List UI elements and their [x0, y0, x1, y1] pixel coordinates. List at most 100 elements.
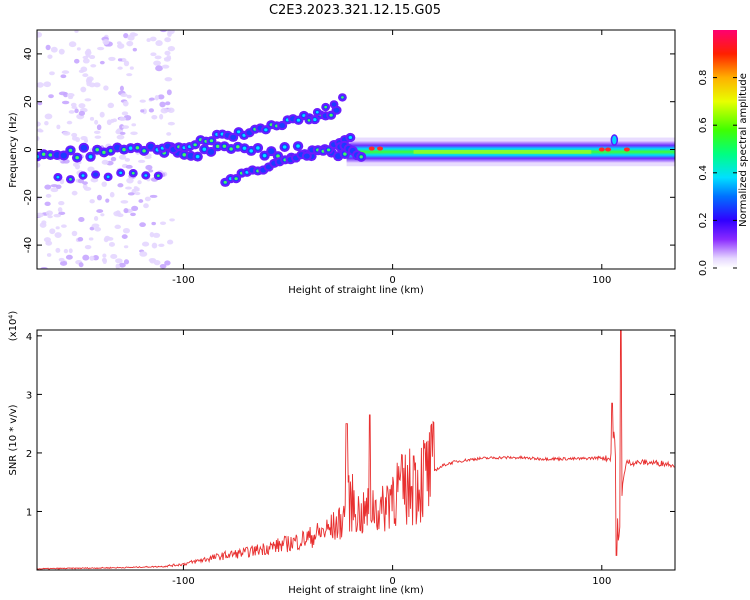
heatmap-blob-core	[315, 110, 319, 114]
heatmap-noise-blob	[157, 94, 165, 100]
heatmap-noise-blob	[146, 38, 151, 42]
snr-xtick-label: 100	[592, 576, 611, 587]
heatmap-noise-blob	[167, 45, 176, 52]
heatmap-noise-blob	[90, 177, 99, 183]
heatmap-noise-blob	[121, 125, 130, 129]
heatmap-noise-blob	[139, 99, 146, 103]
heatmap-noise-blob	[44, 120, 49, 126]
heatmap-blob-mid	[230, 134, 237, 140]
heatmap-noise-blob	[117, 43, 125, 49]
heatmap-noise-blob	[131, 123, 137, 127]
heatmap-panel: -100 0 100 -40 -20 0 20 40 Height of straight l…	[8, 29, 676, 296]
heatmap-hotspot	[368, 146, 375, 151]
heatmap-noise-blob	[154, 95, 159, 101]
heatmap-noise-blob	[37, 31, 43, 38]
colorbar-ticks: 0.0 0.2 0.4 0.6 0.8	[698, 70, 737, 276]
heatmap-noise-blob	[86, 76, 94, 82]
heatmap-noise-blob	[121, 234, 128, 239]
heatmap-blob-core	[256, 146, 260, 150]
heatmap-blob-core	[282, 145, 287, 149]
heatmap-noise-blob	[37, 136, 40, 141]
heatmap-noise-blob	[102, 253, 107, 258]
colorbar-gradient	[713, 30, 737, 268]
heatmap-noise-blob	[118, 154, 127, 160]
heatmap-noise-blob	[125, 186, 132, 190]
heatmap-blob-mid	[268, 148, 275, 155]
heatmap-noise-blob	[99, 60, 105, 65]
heatmap-blob-core	[131, 171, 135, 175]
heatmap-noise-blob	[149, 259, 156, 264]
heatmap-noise-blob	[149, 194, 158, 198]
heatmap-noise-blob	[37, 82, 44, 88]
heatmap-blob-core	[202, 147, 207, 151]
heatmap-noise-blob	[37, 101, 43, 106]
heatmap-noise-blob	[89, 116, 95, 121]
heatmap-noise-blob	[58, 91, 67, 96]
heatmap-ytick-label: 40	[23, 48, 34, 61]
heatmap-noise-blob	[43, 237, 51, 243]
heatmap-blob-mid	[53, 151, 61, 158]
heatmap-blob-mid	[207, 148, 215, 155]
snr-ytick-label: 2	[26, 449, 32, 460]
heatmap-noise-blob	[65, 254, 73, 260]
heatmap-noise-blob	[37, 128, 43, 133]
heatmap-ticks: -100 0 100 -40 -20 0 20 40	[23, 30, 675, 286]
heatmap-noise-blob	[119, 85, 124, 92]
heatmap-noise-blob	[123, 33, 129, 39]
heatmap-blob-core	[69, 178, 72, 181]
heatmap-noise-blob	[74, 30, 79, 33]
heatmap-noise-blob	[78, 216, 85, 222]
heatmap-noise-blob	[121, 111, 129, 116]
heatmap-noise-blob	[47, 54, 53, 59]
heatmap-blob-core	[156, 174, 160, 177]
heatmap-noise-blob	[101, 257, 107, 263]
snr-xtick-label: -100	[172, 576, 195, 587]
heatmap-blob-core	[242, 146, 247, 150]
heatmap-noise-blob	[58, 211, 66, 215]
heatmap-band-core	[413, 149, 592, 154]
heatmap-noise-blob	[57, 207, 63, 213]
heatmap-noise-blob	[74, 58, 80, 64]
heatmap-noise-blob	[84, 98, 92, 102]
heatmap-noise-blob	[148, 169, 154, 173]
heatmap-noise-blob	[61, 70, 70, 74]
heatmap-noise-blob	[58, 200, 65, 206]
heatmap-blob-core	[242, 133, 246, 137]
heatmap-noise-blob	[116, 134, 125, 140]
heatmap-noise-blob	[41, 220, 47, 225]
heatmap-noise-blob	[144, 196, 151, 202]
heatmap-noise-blob	[47, 215, 53, 219]
heatmap-blob-core	[195, 154, 200, 159]
heatmap-noise-blob	[160, 30, 167, 33]
snr-panel: -100 0 100 1 2 3 4 Height of straight line (km…	[8, 311, 676, 596]
heatmap-blob-core	[236, 145, 240, 149]
heatmap-hotspot	[598, 147, 605, 152]
heatmap-noise-blob	[84, 245, 92, 250]
colorbar-tick-label: 0.8	[698, 70, 709, 86]
heatmap-noise-blob	[66, 92, 75, 98]
heatmap-noise-blob	[110, 118, 115, 123]
heatmap-noise-blob	[102, 39, 110, 45]
colorbar-label: Normalized spectral amplitude	[738, 73, 749, 227]
snr-xlabel: Height of straight line (km)	[288, 585, 424, 596]
heatmap-noise-blob	[50, 187, 59, 193]
snr-ylabel: SNR (10 * v/v)	[8, 404, 19, 475]
heatmap-noise-blob	[101, 159, 109, 165]
colorbar-tick-label: 0.2	[698, 212, 709, 228]
heatmap-noise-blob	[160, 107, 169, 114]
heatmap-noise-blob	[151, 242, 158, 249]
heatmap-noise-blob	[139, 251, 148, 257]
heatmap-noise-blob	[169, 218, 175, 222]
heatmap-noise-blob	[161, 64, 170, 69]
heatmap-noise-blob	[78, 110, 86, 116]
heatmap-noise-blob	[132, 188, 140, 192]
heatmap-noise-blob	[93, 82, 101, 88]
heatmap-noise-blob	[131, 205, 139, 212]
heatmap-noise-blob	[146, 153, 152, 158]
heatmap-blob-core	[359, 155, 363, 159]
heatmap-noise-blob	[159, 263, 167, 269]
heatmap-noise-blob	[101, 181, 107, 187]
heatmap-noise-blob	[143, 203, 149, 209]
heatmap-blob-core	[75, 155, 79, 160]
